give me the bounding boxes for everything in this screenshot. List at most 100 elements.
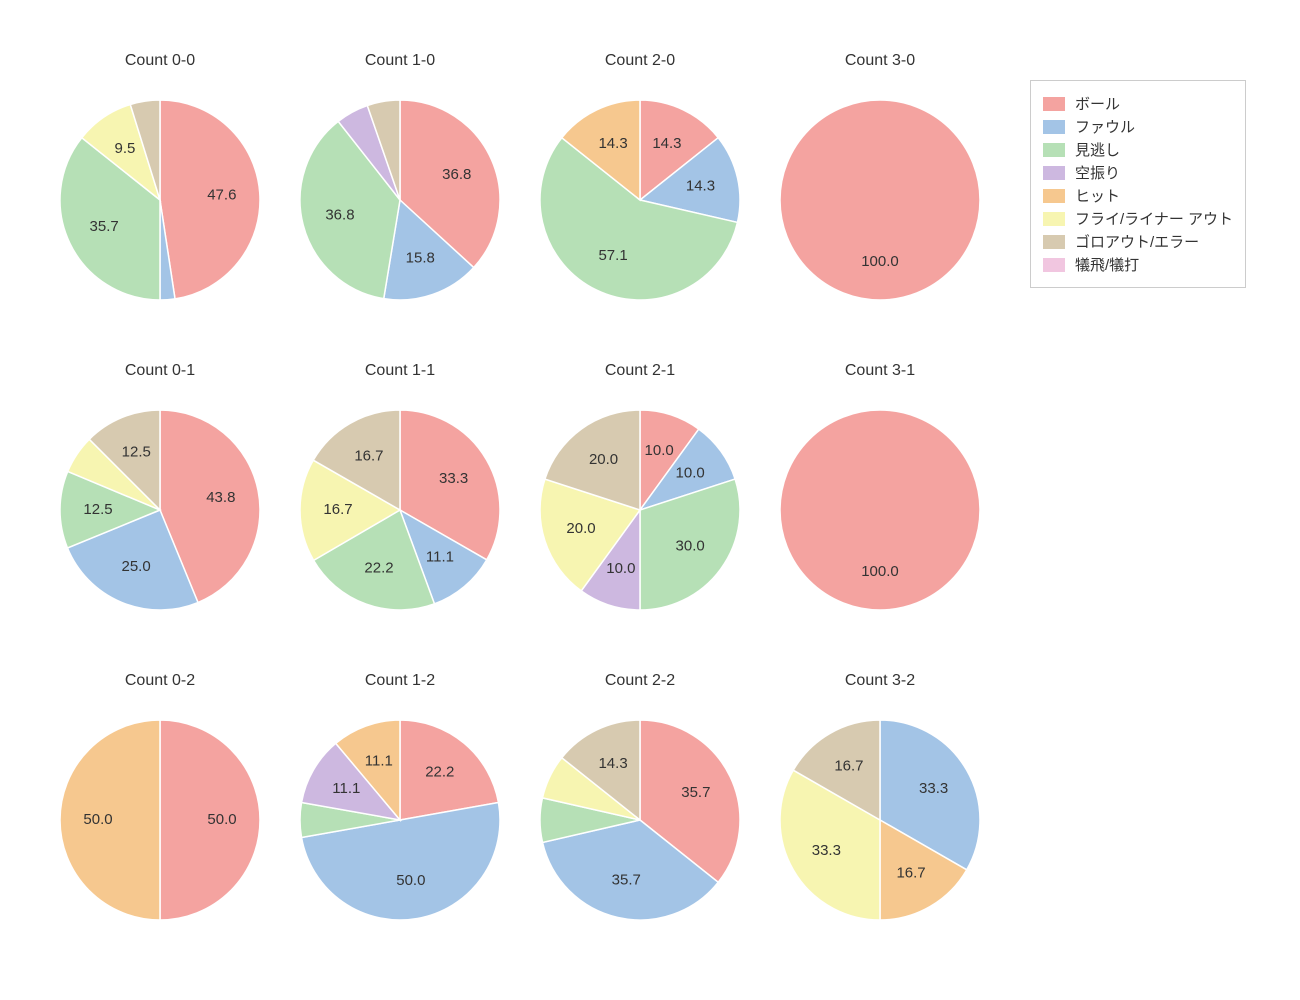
- pie-title: Count 2-2: [520, 672, 760, 690]
- slice-label: 47.6: [207, 186, 236, 203]
- pie-c30: Count 3-0100.0: [760, 80, 1000, 320]
- slice-label: 36.8: [442, 166, 471, 183]
- pie-c21: Count 2-110.010.030.010.020.020.0: [520, 390, 760, 630]
- pie-slice-ball: [780, 410, 980, 610]
- pie-svg: 47.6 35.7 9.5: [40, 80, 280, 320]
- pie-c12: Count 1-222.250.011.111.1: [280, 700, 520, 940]
- legend-label: ボール: [1075, 93, 1120, 114]
- pie-c01: Count 0-143.825.012.512.5: [40, 390, 280, 630]
- pie-c02: Count 0-250.050.0: [40, 700, 280, 940]
- legend-item-sac: 犠飛/犠打: [1043, 254, 1233, 275]
- pie-svg: 33.3 11.1 22.2 16.7 16.7: [280, 390, 520, 630]
- legend-item-hit: ヒット: [1043, 185, 1233, 206]
- pie-svg: 22.250.011.111.1: [280, 700, 520, 940]
- pie-c10: Count 1-036.815.836.8: [280, 80, 520, 320]
- legend-swatch: [1043, 258, 1065, 272]
- slice-label: 15.8: [406, 250, 435, 267]
- legend-item-flyout: フライ/ライナー アウト: [1043, 208, 1233, 229]
- legend-label: 犠飛/犠打: [1075, 254, 1139, 275]
- legend-label: 空振り: [1075, 162, 1120, 183]
- slice-label: 30.0: [676, 537, 705, 554]
- pie-title: Count 0-0: [40, 52, 280, 70]
- slice-label: 57.1: [598, 247, 627, 264]
- slice-label: 35.7: [90, 218, 119, 235]
- pie-c31: Count 3-1100.0: [760, 390, 1000, 630]
- slice-label: 50.0: [83, 811, 112, 828]
- pie-svg: 100.0: [760, 80, 1000, 320]
- slice-label: 12.5: [122, 444, 151, 461]
- pie-svg: 10.010.030.010.020.020.0: [520, 390, 760, 630]
- pie-grid-figure: Count 0-047.635.79.5Count 1-036.815.836.…: [0, 0, 1300, 1000]
- legend-label: ゴロアウト/エラー: [1075, 231, 1199, 252]
- legend-swatch: [1043, 166, 1065, 180]
- slice-label: 10.0: [645, 442, 674, 459]
- slice-label: 33.3: [919, 780, 948, 797]
- pie-c20: Count 2-014.314.357.114.3: [520, 80, 760, 320]
- pie-c22: Count 2-235.735.714.3: [520, 700, 760, 940]
- slice-label: 14.3: [598, 135, 627, 152]
- pie-title: Count 0-1: [40, 362, 280, 380]
- pie-svg: 35.7 35.7 14.3: [520, 700, 760, 940]
- legend-item-ball: ボール: [1043, 93, 1233, 114]
- slice-label: 35.7: [681, 784, 710, 801]
- slice-label: 22.2: [364, 559, 393, 576]
- slice-label: 20.0: [566, 520, 595, 537]
- slice-label: 14.3: [686, 177, 715, 194]
- legend-label: フライ/ライナー アウト: [1075, 208, 1233, 229]
- pie-title: Count 3-0: [760, 52, 1000, 70]
- slice-label: 10.0: [606, 560, 635, 577]
- slice-label: 16.7: [323, 501, 352, 518]
- slice-label: 100.0: [861, 563, 899, 580]
- legend-swatch: [1043, 143, 1065, 157]
- pie-svg: 50.0 50.0: [40, 700, 280, 940]
- pie-title: Count 3-1: [760, 362, 1000, 380]
- pie-c00: Count 0-047.635.79.5: [40, 80, 280, 320]
- slice-label: 36.8: [325, 206, 354, 223]
- pie-title: Count 1-0: [280, 52, 520, 70]
- pie-svg: 100.0: [760, 390, 1000, 630]
- slice-label: 16.7: [834, 757, 863, 774]
- slice-label: 35.7: [612, 871, 641, 888]
- legend-item-looking: 見逃し: [1043, 139, 1233, 160]
- slice-label: 14.3: [652, 135, 681, 152]
- slice-label: 25.0: [121, 558, 150, 575]
- pie-title: Count 0-2: [40, 672, 280, 690]
- legend-swatch: [1043, 235, 1065, 249]
- pie-svg: 43.8 25.0 12.5 12.5: [40, 390, 280, 630]
- slice-label: 50.0: [207, 811, 236, 828]
- slice-label: 33.3: [439, 470, 468, 487]
- slice-label: 16.7: [354, 447, 383, 464]
- slice-label: 11.1: [332, 780, 360, 797]
- pie-title: Count 1-2: [280, 672, 520, 690]
- slice-label: 11.1: [365, 753, 393, 770]
- pie-c32: Count 3-233.316.733.316.7: [760, 700, 1000, 940]
- pie-slice-ball: [780, 100, 980, 300]
- legend-swatch: [1043, 97, 1065, 111]
- slice-label: 14.3: [598, 755, 627, 772]
- pie-title: Count 2-1: [520, 362, 760, 380]
- legend-item-groundout: ゴロアウト/エラー: [1043, 231, 1233, 252]
- slice-label: 10.0: [676, 465, 705, 482]
- legend-item-swinging: 空振り: [1043, 162, 1233, 183]
- legend: ボールファウル見逃し空振りヒットフライ/ライナー アウトゴロアウト/エラー犠飛/…: [1030, 80, 1246, 288]
- slice-label: 22.2: [425, 763, 454, 780]
- legend-label: 見逃し: [1075, 139, 1120, 160]
- slice-label: 43.8: [206, 489, 235, 506]
- pie-title: Count 2-0: [520, 52, 760, 70]
- pie-svg: 14.3 14.3 57.1 14.3: [520, 80, 760, 320]
- slice-label: 33.3: [812, 842, 841, 859]
- slice-label: 20.0: [589, 451, 618, 468]
- legend-swatch: [1043, 120, 1065, 134]
- slice-label: 9.5: [115, 140, 136, 157]
- pie-title: Count 1-1: [280, 362, 520, 380]
- legend-item-foul: ファウル: [1043, 116, 1233, 137]
- pie-title: Count 3-2: [760, 672, 1000, 690]
- legend-label: ヒット: [1075, 185, 1120, 206]
- slice-label: 11.1: [426, 548, 454, 565]
- legend-swatch: [1043, 212, 1065, 226]
- pie-svg: 36.8 15.8 36.8: [280, 80, 520, 320]
- legend-label: ファウル: [1075, 116, 1135, 137]
- slice-label: 12.5: [83, 501, 112, 518]
- legend-swatch: [1043, 189, 1065, 203]
- slice-label: 16.7: [896, 865, 925, 882]
